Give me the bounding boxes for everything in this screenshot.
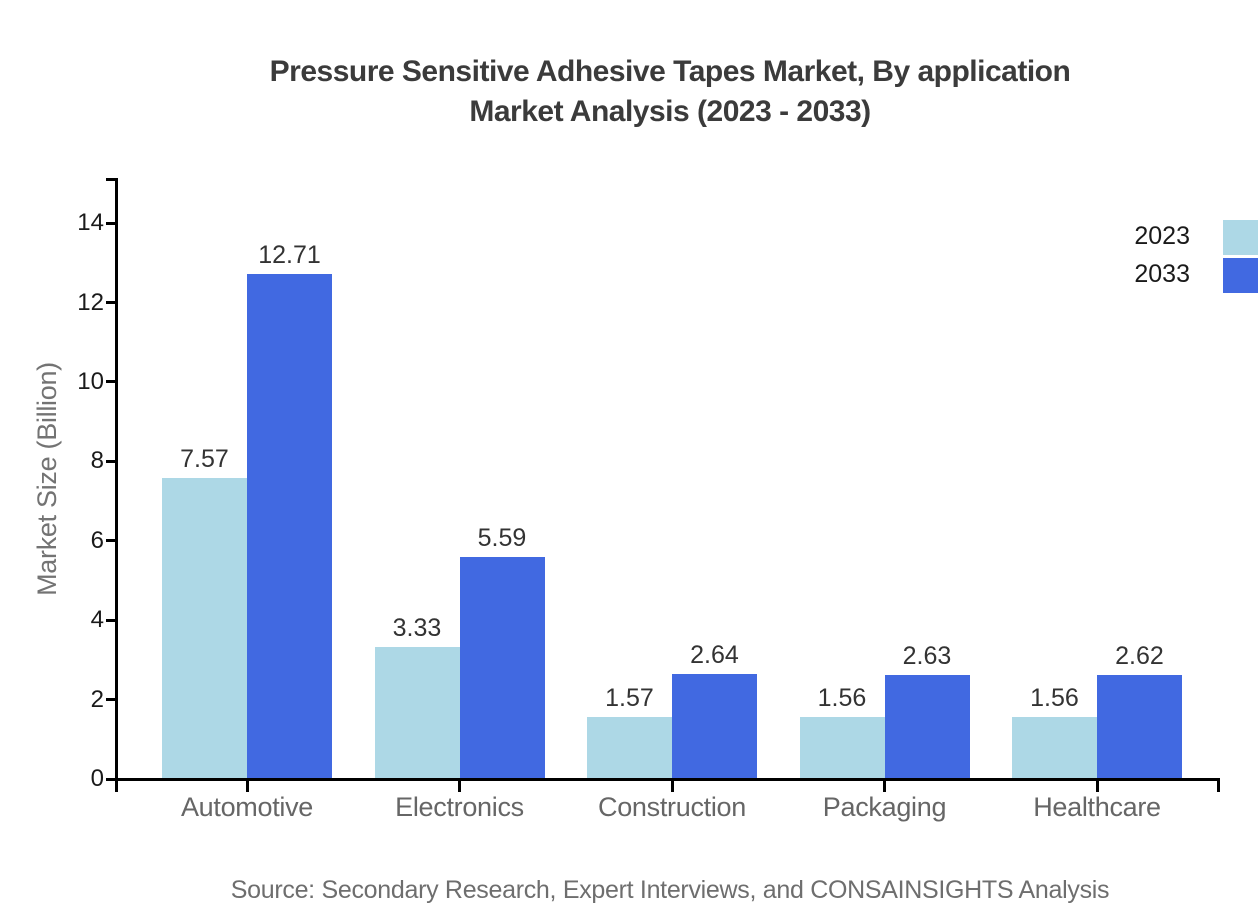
y-tick	[106, 777, 118, 781]
x-axis-right-cap	[1217, 778, 1220, 792]
y-tick-label: 6	[90, 526, 104, 554]
legend-swatch-2023	[1223, 220, 1258, 255]
bar-value-label: 2.64	[690, 641, 739, 670]
x-label-automotive: Automotive	[180, 792, 314, 822]
x-tick	[670, 778, 674, 792]
y-tick	[106, 459, 118, 463]
x-label-healthcare: Healthcare	[1033, 792, 1161, 822]
y-tick-label: 0	[90, 765, 104, 792]
bar-value-label: 5.59	[477, 524, 527, 552]
chart-title: Pressure Sensitive Adhesive Tapes Market…	[78, 52, 1260, 132]
x-label-packaging: Packaging	[822, 792, 947, 822]
bar-value-label: 2.62	[1115, 642, 1164, 670]
y-tick-label: 2	[90, 685, 104, 713]
y-axis-top-cap	[106, 178, 118, 181]
bar-2033-packaging	[884, 674, 970, 778]
y-tick-label: 14	[77, 209, 104, 237]
chart-title-line2: Market Analysis (2023 - 2033)	[469, 95, 871, 128]
bar-2033-healthcare	[1097, 675, 1182, 778]
bar-2023-packaging	[799, 717, 885, 778]
x-tick	[1095, 778, 1099, 792]
y-tick	[106, 618, 118, 622]
bar-value-label: 12.71	[258, 241, 321, 270]
y-tick	[106, 539, 118, 543]
legend-label-2023: 2023	[1134, 222, 1190, 250]
bar-2033-electronics	[459, 557, 545, 778]
bar-2023-automotive	[162, 478, 247, 778]
legend-swatch-2033	[1223, 258, 1258, 293]
y-tick-label: 8	[90, 447, 104, 475]
y-tick-label: 12	[77, 288, 104, 316]
y-axis-spine	[115, 178, 118, 781]
x-axis-left-cap	[115, 778, 118, 792]
y-tick-label: 4	[90, 606, 104, 634]
legend-label-2033: 2033	[1134, 260, 1190, 288]
x-axis-spine	[115, 778, 1220, 781]
x-tick	[245, 778, 249, 792]
y-tick	[106, 698, 118, 702]
y-tick	[106, 301, 118, 304]
x-tick	[458, 778, 461, 792]
bar-2033-construction	[672, 674, 757, 778]
source-note: Source: Secondary Research, Expert Inter…	[230, 876, 1110, 904]
y-tick	[106, 380, 118, 384]
x-tick	[883, 778, 886, 792]
bar-value-label: 7.57	[180, 445, 229, 474]
bar-value-label: 1.57	[605, 683, 654, 712]
bar-value-label: 1.56	[1030, 684, 1079, 713]
bar-2023-construction	[587, 716, 672, 778]
bar-value-label: 3.33	[392, 613, 442, 642]
chart-title-line1: Pressure Sensitive Adhesive Tapes Market…	[269, 55, 1071, 88]
x-label-construction: Construction	[598, 792, 746, 822]
y-tick	[106, 221, 118, 225]
bar-2023-electronics	[374, 646, 460, 778]
bar-2033-automotive	[247, 274, 332, 778]
y-tick-label: 10	[77, 367, 104, 395]
bar-value-label: 1.56	[817, 684, 867, 713]
bar-value-label: 2.63	[902, 641, 952, 670]
x-label-electronics: Electronics	[395, 792, 524, 822]
bar-2023-healthcare	[1012, 717, 1097, 778]
